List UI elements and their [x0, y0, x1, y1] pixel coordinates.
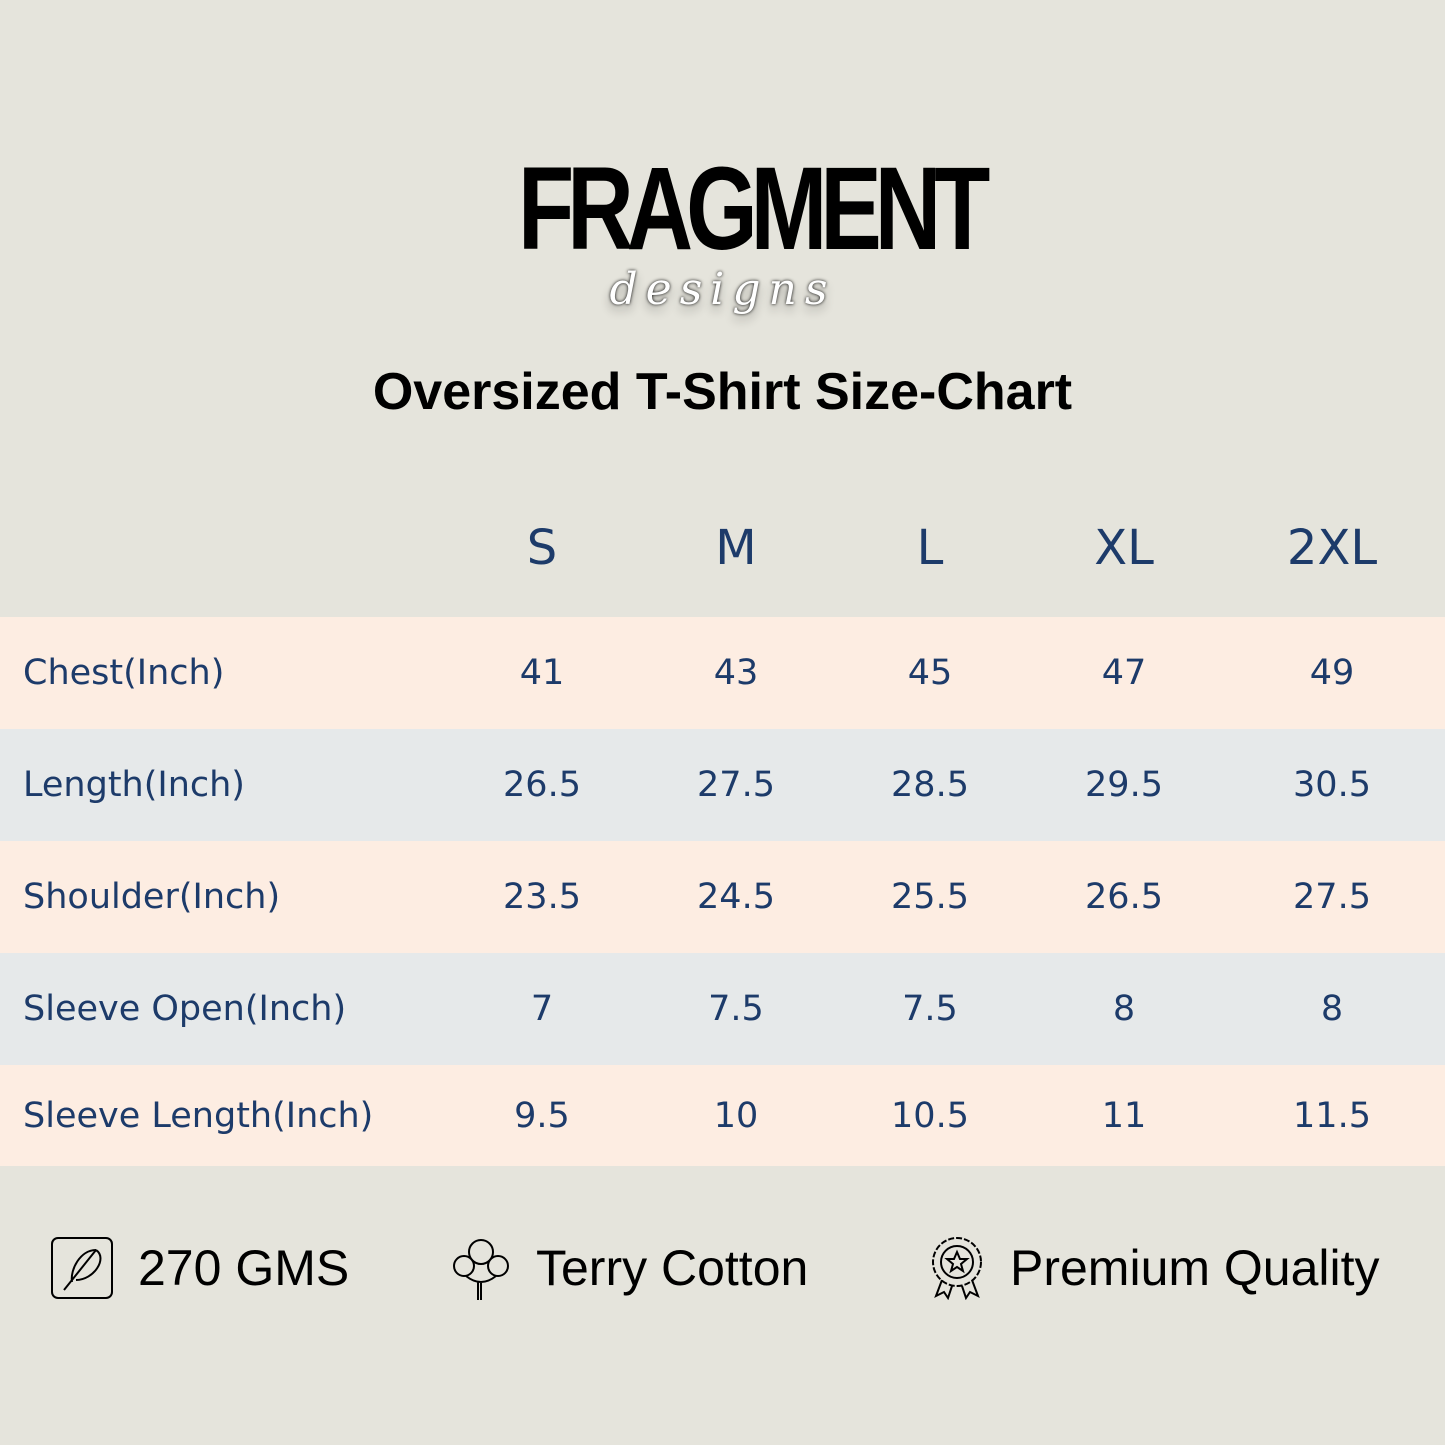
table-cell: 11.5	[1293, 1095, 1371, 1136]
size-header: L	[916, 520, 944, 576]
feature-fabric: Terry Cotton	[450, 1236, 808, 1300]
table-cell: 29.5	[1085, 765, 1163, 805]
table-cell: 49	[1309, 653, 1355, 693]
table-cell: 26.5	[1085, 877, 1163, 917]
feature-gsm: 270 GMS	[50, 1236, 349, 1300]
feature-label: 270 GMS	[138, 1240, 350, 1296]
row-label: Length(Inch)	[23, 765, 245, 805]
table-cell: 7.5	[902, 989, 958, 1029]
table-cell: 47	[1101, 653, 1147, 693]
table-row: Sleeve Length(Inch) 9.5 10 10.5 11 11.5	[0, 1065, 1445, 1166]
table-cell: 28.5	[891, 765, 969, 805]
row-label: Sleeve Open(Inch)	[23, 989, 347, 1029]
table-cell: 30.5	[1293, 765, 1371, 805]
table-row: Chest(Inch) 41 43 45 47 49	[0, 617, 1445, 729]
badge-icon	[932, 1237, 982, 1300]
table-cell: 24.5	[697, 877, 775, 917]
table-cell: 41	[519, 653, 565, 693]
table-cell: 27.5	[1293, 877, 1371, 917]
page-title: Oversized T-Shirt Size-Chart	[372, 363, 1073, 421]
table-cell: 7	[530, 989, 554, 1029]
brand-logo: FRAGMENT designs	[0, 140, 1445, 320]
table-cell: 43	[713, 653, 759, 693]
feature-quality: Premium Quality	[928, 1236, 1380, 1300]
size-header: S	[526, 520, 558, 576]
table-cell: 10	[713, 1095, 759, 1136]
cotton-icon	[453, 1239, 509, 1300]
table-cell: 23.5	[503, 877, 581, 917]
size-header: 2XL	[1286, 520, 1378, 576]
feature-label: Premium Quality	[1010, 1240, 1380, 1296]
table-cell: 9.5	[514, 1095, 570, 1136]
table-cell: 7.5	[708, 989, 764, 1029]
size-header: M	[715, 520, 757, 576]
table-row: Length(Inch) 26.5 27.5 28.5 29.5 30.5	[0, 729, 1445, 841]
table-cell: 10.5	[891, 1095, 969, 1136]
table-cell: 8	[1112, 989, 1136, 1029]
feature-label: Terry Cotton	[536, 1240, 809, 1296]
size-header: XL	[1094, 520, 1154, 576]
table-cell: 27.5	[697, 765, 775, 805]
table-row: Sleeve Open(Inch) 7 7.5 7.5 8 8	[0, 953, 1445, 1065]
row-label: Chest(Inch)	[23, 653, 225, 693]
table-cell: 45	[907, 653, 953, 693]
row-label: Shoulder(Inch)	[23, 877, 281, 917]
feather-icon	[51, 1237, 113, 1299]
logo-main-text: FRAGMENT	[518, 143, 990, 275]
table-cell: 25.5	[891, 877, 969, 917]
table-cell: 26.5	[503, 765, 581, 805]
row-label: Sleeve Length(Inch)	[23, 1095, 374, 1136]
table-row: Shoulder(Inch) 23.5 24.5 25.5 26.5 27.5	[0, 841, 1445, 953]
logo-script-text: designs	[609, 264, 836, 315]
table-cell: 8	[1320, 989, 1344, 1029]
table-cell: 11	[1101, 1095, 1147, 1136]
